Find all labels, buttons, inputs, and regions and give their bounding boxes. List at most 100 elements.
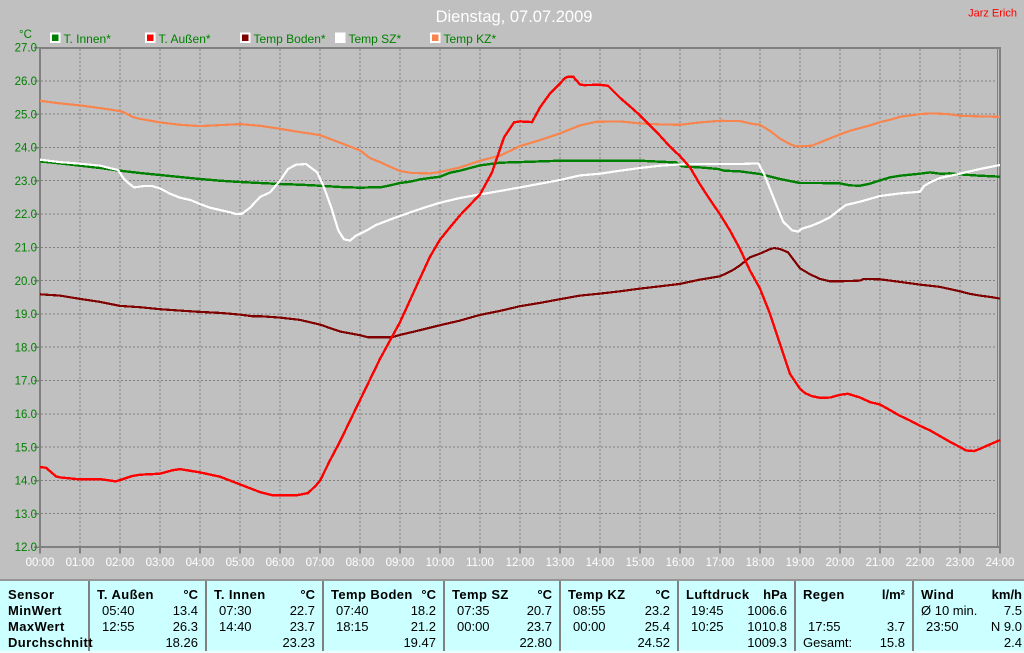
svg-text:°C: °C [19,29,32,41]
svg-text:hPa: hPa [763,587,788,602]
svg-text:20:00: 20:00 [826,557,855,569]
svg-text:25.4: 25.4 [645,619,670,634]
svg-text:24.0: 24.0 [15,143,37,155]
svg-text:15.0: 15.0 [15,442,37,454]
svg-text:Temp SZ*: Temp SZ* [349,32,402,46]
svg-text:08:00: 08:00 [346,557,375,569]
svg-text:7.5: 7.5 [1004,603,1022,618]
svg-text:22.7: 22.7 [290,603,315,618]
svg-text:Temp Boden*: Temp Boden* [254,32,326,46]
svg-text:Gesamt:: Gesamt: [803,635,852,650]
svg-text:°C: °C [537,587,552,602]
svg-text:22.0: 22.0 [15,209,37,221]
svg-text:°C: °C [421,587,436,602]
svg-text:1010.8: 1010.8 [747,619,787,634]
svg-text:00:00: 00:00 [573,619,606,634]
svg-text:Temp Boden: Temp Boden [331,587,413,602]
svg-text:01:00: 01:00 [66,557,95,569]
svg-text:Regen: Regen [803,587,845,602]
svg-text:25.0: 25.0 [15,109,37,121]
svg-text:20.0: 20.0 [15,276,37,288]
svg-text:27.0: 27.0 [15,43,37,55]
svg-text:11:00: 11:00 [466,557,494,569]
svg-text:22.80: 22.80 [519,635,552,650]
svg-text:12.0: 12.0 [15,542,37,554]
svg-text:15:00: 15:00 [626,557,655,569]
svg-text:Luftdruck: Luftdruck [686,587,750,602]
svg-text:km/h: km/h [992,587,1022,602]
svg-text:23.7: 23.7 [527,619,552,634]
svg-text:Jarz Erich: Jarz Erich [968,8,1017,20]
svg-text:07:40: 07:40 [336,603,369,618]
svg-text:03:00: 03:00 [146,557,175,569]
svg-text:16.0: 16.0 [15,409,37,421]
svg-text:3.7: 3.7 [887,619,905,634]
svg-text:26.3: 26.3 [173,619,198,634]
svg-text:19.47: 19.47 [403,635,436,650]
svg-text:°C: °C [655,587,670,602]
svg-text:16:00: 16:00 [666,557,695,569]
svg-text:13:00: 13:00 [546,557,575,569]
svg-text:00:00: 00:00 [457,619,490,634]
svg-text:09:00: 09:00 [386,557,415,569]
svg-text:12:00: 12:00 [506,557,535,569]
svg-text:Sensor: Sensor [8,587,54,602]
svg-text:21:00: 21:00 [866,557,895,569]
svg-text:T. Außen*: T. Außen* [159,32,211,46]
svg-text:18.26: 18.26 [165,635,198,650]
svg-text:Durchschnitt: Durchschnitt [8,635,93,650]
svg-text:l/m²: l/m² [882,587,906,602]
svg-text:T. Innen*: T. Innen* [64,32,112,46]
svg-text:18.0: 18.0 [15,342,37,354]
svg-text:14:40: 14:40 [219,619,252,634]
svg-text:Temp KZ*: Temp KZ* [444,32,497,46]
svg-text:T. Außen: T. Außen [97,587,154,602]
svg-text:MinWert: MinWert [8,603,62,618]
svg-text:20.7: 20.7 [527,603,552,618]
svg-text:Ø 10 min.: Ø 10 min. [921,603,977,618]
svg-text:21.0: 21.0 [15,243,37,255]
svg-text:19.0: 19.0 [15,309,37,321]
svg-text:17:55: 17:55 [808,619,841,634]
svg-text:18.2: 18.2 [411,603,436,618]
svg-text:13.0: 13.0 [15,509,37,521]
svg-text:N 9.0: N 9.0 [991,619,1022,634]
svg-text:15.8: 15.8 [880,635,905,650]
svg-text:23:00: 23:00 [946,557,975,569]
svg-text:23.23: 23.23 [282,635,315,650]
svg-text:21.2: 21.2 [411,619,436,634]
svg-text:24:00: 24:00 [986,557,1015,569]
svg-text:26.0: 26.0 [15,76,37,88]
svg-text:00:00: 00:00 [26,557,55,569]
svg-text:02:00: 02:00 [106,557,135,569]
svg-text:23.7: 23.7 [290,619,315,634]
svg-text:05:40: 05:40 [102,603,135,618]
svg-text:Wind: Wind [921,587,954,602]
svg-text:19:00: 19:00 [786,557,815,569]
svg-text:17:00: 17:00 [706,557,735,569]
svg-text:°C: °C [183,587,198,602]
svg-text:Temp SZ: Temp SZ [452,587,509,602]
svg-text:08:55: 08:55 [573,603,606,618]
svg-text:Dienstag, 07.07.2009: Dienstag, 07.07.2009 [436,8,593,26]
svg-text:05:00: 05:00 [226,557,255,569]
svg-text:14.0: 14.0 [15,476,37,488]
svg-text:23.2: 23.2 [645,603,670,618]
svg-text:23.0: 23.0 [15,176,37,188]
svg-text:13.4: 13.4 [173,603,198,618]
svg-text:17.0: 17.0 [15,376,37,388]
svg-text:Temp KZ: Temp KZ [568,587,625,602]
svg-text:07:35: 07:35 [457,603,490,618]
svg-text:23:50: 23:50 [926,619,959,634]
svg-text:19:45: 19:45 [691,603,724,618]
svg-text:18:15: 18:15 [336,619,369,634]
svg-text:04:00: 04:00 [186,557,215,569]
svg-text:10:00: 10:00 [426,557,455,569]
svg-text:07:30: 07:30 [219,603,252,618]
svg-text:2.4: 2.4 [1004,635,1022,650]
svg-text:24.52: 24.52 [637,635,670,650]
svg-text:18:00: 18:00 [746,557,775,569]
svg-text:14:00: 14:00 [586,557,615,569]
svg-text:1009.3: 1009.3 [747,635,787,650]
svg-text:T. Innen: T. Innen [214,587,266,602]
